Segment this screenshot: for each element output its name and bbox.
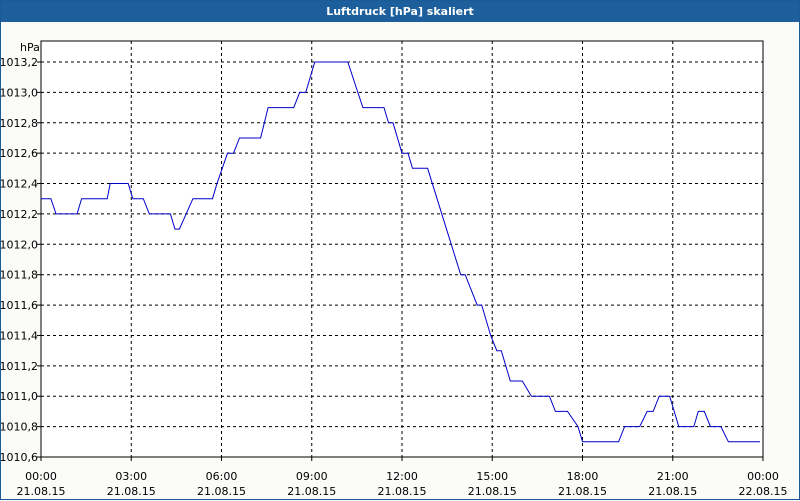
x-tick-date-label: 22.08.15 xyxy=(739,485,788,498)
x-axis: 00:00 21.08.15 03:00 21.08.15 06:00 21.08.15 0… xyxy=(17,457,788,498)
y-tick-label: 1010,6 xyxy=(1,451,38,464)
y-tick-label: 1012,0 xyxy=(1,238,38,251)
x-tick-date-label: 21.08.15 xyxy=(197,485,246,498)
x-tick-time-label: 09:00 xyxy=(296,470,328,483)
y-tick-label: 1012,8 xyxy=(1,117,38,130)
x-tick-date-label: 21.08.15 xyxy=(648,485,697,498)
y-tick-label: 1013,2 xyxy=(1,56,38,69)
x-tick-time-label: 12:00 xyxy=(386,470,418,483)
window-title: Luftdruck [hPa] skaliert xyxy=(1,1,799,22)
y-tick-label: 1011,2 xyxy=(1,360,38,373)
pressure-series-line xyxy=(41,61,760,443)
y-tick-label: 1012,6 xyxy=(1,147,38,160)
y-axis-unit-label: hPa xyxy=(20,41,40,54)
y-tick-label: 1012,4 xyxy=(1,178,38,191)
x-tick-time-label: 03:00 xyxy=(115,470,147,483)
y-tick-label: 1012,2 xyxy=(1,208,38,221)
x-tick-time-label: 21:00 xyxy=(657,470,689,483)
y-tick-label: 1011,4 xyxy=(1,329,38,342)
x-tick-time-label: 00:00 xyxy=(747,470,779,483)
x-tick-date-label: 21.08.15 xyxy=(17,485,66,498)
x-tick-date-label: 21.08.15 xyxy=(558,485,607,498)
y-tick-label: 1011,0 xyxy=(1,390,38,403)
x-tick-time-label: 06:00 xyxy=(206,470,238,483)
y-tick-label: 1011,8 xyxy=(1,269,38,282)
y-tick-label: 1011,6 xyxy=(1,299,38,312)
series-group xyxy=(41,61,760,443)
y-tick-label: 1013,0 xyxy=(1,86,38,99)
plot-area xyxy=(40,40,764,458)
y-tick-label: 1010,8 xyxy=(1,421,38,434)
x-tick-date-label: 21.08.15 xyxy=(378,485,427,498)
x-tick-date-label: 21.08.15 xyxy=(468,485,517,498)
y-axis: 1010,6 1010,8 1011,0 1011,2 1011,4 1011,6 1011… xyxy=(1,56,41,464)
x-tick-time-label: 18:00 xyxy=(567,470,599,483)
x-tick-time-label: 15:00 xyxy=(476,470,508,483)
x-tick-date-label: 21.08.15 xyxy=(107,485,156,498)
x-tick-date-label: 21.08.15 xyxy=(287,485,336,498)
x-tick-time-label: 00:00 xyxy=(25,470,57,483)
